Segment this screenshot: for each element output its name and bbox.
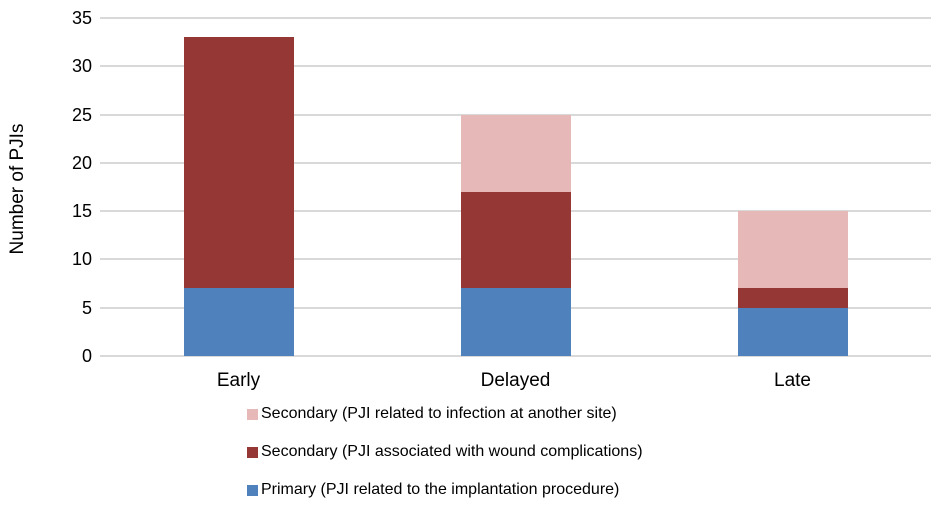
bar-segment [460,114,571,192]
legend-label: Secondary (PJI associated with wound com… [261,443,643,460]
plot-area [100,17,931,357]
legend-label: Secondary (PJI related to infection at a… [261,405,617,422]
legend-item: Secondary (PJI associated with wound com… [247,442,643,462]
y-tick-label: 0 [81,346,92,366]
y-tick-label: 20 [71,152,92,173]
y-tick-label: 35 [71,8,92,28]
y-tick-label: 10 [71,249,92,270]
y-tick-label: 5 [81,297,92,318]
y-tick-label: 30 [71,56,92,77]
bar-segment [737,307,848,356]
bar-early [183,18,294,356]
bar-segment [460,191,571,289]
chart-legend: Secondary (PJI related to infection at a… [247,404,643,511]
y-tick-label: 15 [71,201,92,222]
legend-item: Primary (PJI related to the implantation… [247,480,643,500]
bar-segment [183,37,294,289]
legend-label: Primary (PJI related to the implantation… [261,481,620,498]
y-axis-title: Number of PJIs [7,123,28,255]
y-tick-label: 25 [71,104,92,125]
legend-swatch-icon [247,408,258,420]
bar-delayed [460,18,571,356]
x-category-label: Early [216,370,261,391]
x-axis-line [100,355,931,357]
bar-segment [183,288,294,356]
bar-segment [460,288,571,356]
bar-late [737,18,848,356]
gridline [100,17,931,19]
legend-item: Secondary (PJI related to infection at a… [247,404,643,424]
gridline [100,65,931,68]
gridline [100,113,931,116]
x-category-label: Late [774,370,811,391]
x-category-label: Delayed [480,370,551,391]
bar-segment [737,211,848,289]
bar-segment [737,288,848,308]
legend-swatch-icon [247,484,258,496]
legend-swatch-icon [247,446,258,458]
